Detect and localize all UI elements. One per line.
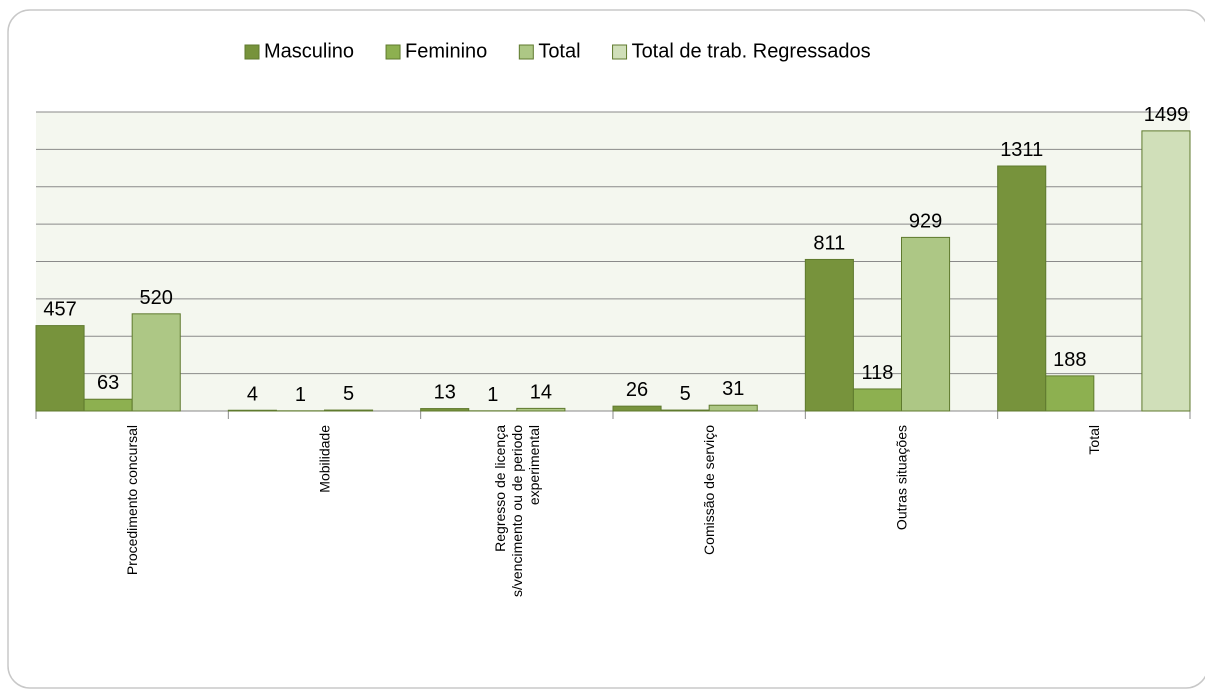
bar: [131, 313, 181, 412]
data-label: 14: [530, 381, 552, 403]
x-tick-label: Mobilidade: [317, 425, 333, 493]
data-label: 5: [343, 383, 354, 405]
data-label: 1: [487, 384, 498, 406]
legend-swatch: [244, 44, 260, 60]
x-tick-label: Comissão de serviço: [701, 425, 717, 555]
legend-swatch: [385, 44, 401, 60]
data-label: 31: [722, 378, 744, 400]
bar: [804, 258, 854, 412]
data-label: 63: [97, 372, 119, 394]
bar: [1045, 375, 1095, 412]
bar: [227, 409, 277, 412]
bar: [516, 407, 566, 412]
bar: [997, 165, 1047, 412]
legend-swatch: [612, 44, 628, 60]
legend-label: Feminino: [405, 40, 487, 62]
bar: [852, 388, 903, 412]
data-label: 5: [680, 383, 691, 405]
legend-swatch: [518, 44, 534, 60]
bar: [35, 325, 85, 412]
data-label: 13: [434, 382, 456, 404]
bar: [1141, 130, 1191, 412]
data-label: 1: [295, 384, 306, 406]
data-label: 188: [1053, 349, 1086, 371]
data-label: 457: [43, 299, 76, 321]
data-label: 118: [862, 362, 894, 384]
bar: [612, 405, 662, 412]
bar: [708, 404, 758, 412]
data-label: 520: [140, 287, 173, 309]
data-label: 1499: [1144, 104, 1189, 126]
data-label: 1311: [1000, 139, 1043, 161]
data-label: 929: [909, 210, 942, 232]
x-tick-label: Regresso de licenças/vencimento ou de pe…: [492, 425, 542, 597]
legend-label: Total: [538, 40, 580, 62]
bar: [420, 408, 470, 412]
bar: [83, 398, 133, 412]
legend-label: Masculino: [264, 40, 354, 62]
bar: [901, 236, 951, 412]
data-label: 26: [626, 379, 648, 401]
bar: [660, 409, 710, 412]
bar: [324, 409, 374, 412]
x-tick-label: Total: [1086, 425, 1102, 455]
x-tick-label: Outras situações: [894, 425, 910, 530]
data-label: 811: [813, 232, 845, 254]
x-tick-label: Procedimento concursal: [124, 425, 140, 575]
legend-label: Total de trab. Regressados: [632, 40, 871, 62]
data-label: 4: [247, 383, 258, 405]
